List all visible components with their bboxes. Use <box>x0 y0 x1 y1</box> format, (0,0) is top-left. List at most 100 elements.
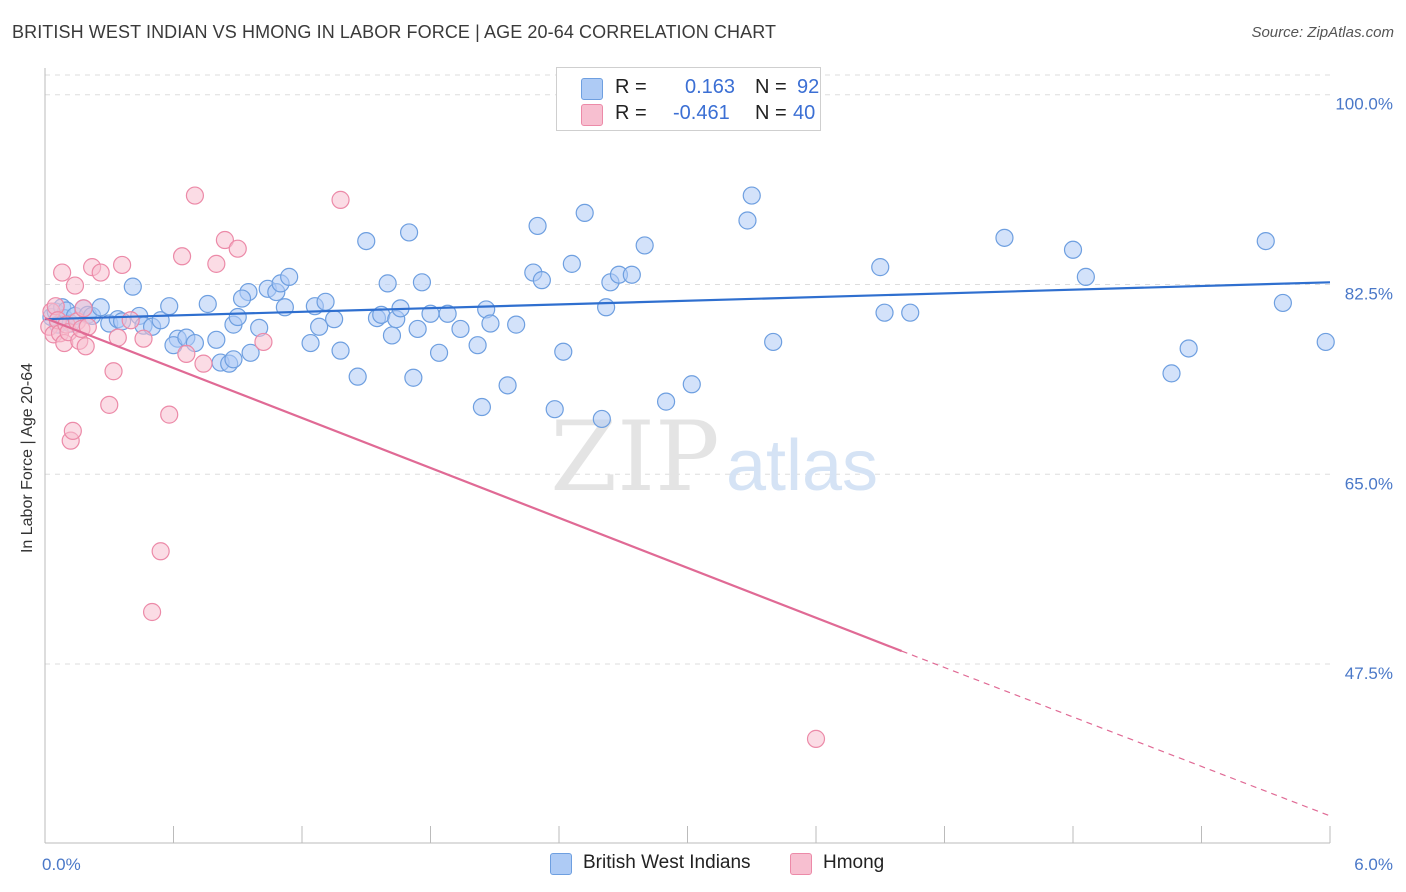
data-point <box>622 265 641 284</box>
data-point <box>901 303 920 322</box>
data-point <box>112 255 132 275</box>
data-point <box>301 333 320 353</box>
data-point <box>1256 231 1275 251</box>
data-point <box>228 239 247 258</box>
legend-swatch-pink <box>790 853 812 875</box>
stats-legend: R = 0.163 N = 92 R = -0.461 N = 40 <box>556 67 821 131</box>
tick-labels: 100.0% 82.5% 65.0% 47.5% 0.0% 6.0% <box>42 95 1393 874</box>
data-point <box>528 216 547 236</box>
r-label: R = <box>615 102 647 124</box>
r-value: 0.163 <box>685 76 736 98</box>
data-point <box>172 247 192 266</box>
data-point <box>472 397 491 417</box>
y-tick-label: 82.5% <box>1345 284 1393 303</box>
data-point <box>232 289 252 308</box>
y-tick-label: 65.0% <box>1345 474 1393 493</box>
r-label: R = <box>615 76 647 98</box>
data-point <box>357 231 376 251</box>
data-point <box>207 254 226 273</box>
watermark-zip: ZIP <box>550 401 719 513</box>
data-point <box>382 326 402 345</box>
data-point <box>404 368 423 387</box>
data-point <box>764 332 783 352</box>
data-point <box>280 267 299 286</box>
data-point <box>656 392 676 411</box>
data-point <box>100 395 119 414</box>
data-point <box>1316 332 1335 352</box>
data-point <box>545 400 564 419</box>
series-hmong <box>40 186 826 748</box>
legend-swatch-pink <box>581 104 603 126</box>
data-point <box>224 350 243 369</box>
data-point <box>995 228 1014 247</box>
watermark: ZIP atlas <box>550 401 878 513</box>
data-point <box>871 258 890 277</box>
legend-swatch-blue <box>581 78 603 100</box>
data-point <box>160 405 179 424</box>
data-point <box>194 354 213 373</box>
axes <box>44 68 1331 844</box>
data-point <box>742 186 761 205</box>
data-point <box>74 299 93 318</box>
data-point <box>254 332 273 352</box>
data-point <box>1076 267 1095 286</box>
n-label: N = <box>755 76 787 98</box>
data-point <box>532 271 551 290</box>
source-credit: Source: ZipAtlas.com <box>1251 24 1394 41</box>
data-point <box>91 298 110 317</box>
chart-title: BRITISH WEST INDIAN VS HMONG IN LABOR FO… <box>12 22 777 42</box>
data-point <box>399 223 419 242</box>
trend-line <box>44 317 903 653</box>
gridlines <box>45 74 1330 665</box>
data-point <box>481 314 500 333</box>
data-point <box>185 186 205 205</box>
data-point <box>412 273 432 292</box>
data-point <box>228 307 247 327</box>
data-point <box>806 729 826 748</box>
data-point <box>63 421 82 440</box>
r-value: -0.461 <box>673 102 730 124</box>
data-point <box>429 343 449 362</box>
data-point <box>160 297 179 316</box>
data-point <box>1063 240 1083 259</box>
data-point <box>76 337 95 356</box>
data-point <box>198 294 217 314</box>
y-tick-label: 47.5% <box>1345 664 1393 683</box>
watermark-atlas: atlas <box>726 426 878 506</box>
n-value: 40 <box>793 102 816 124</box>
data-point <box>134 329 153 348</box>
data-point <box>215 230 234 250</box>
data-point <box>1179 339 1198 358</box>
n-value: 92 <box>797 76 820 98</box>
data-point <box>597 298 616 317</box>
y-tick-label: 100.0% <box>1335 95 1393 114</box>
data-point <box>1273 293 1292 313</box>
data-point <box>104 362 123 381</box>
legend-swatch-blue <box>550 853 572 875</box>
data-point <box>438 304 457 323</box>
data-point <box>316 292 335 311</box>
data-point <box>310 317 329 336</box>
data-point <box>682 375 701 394</box>
data-point <box>331 341 350 360</box>
data-point <box>575 203 594 223</box>
data-point <box>738 211 757 230</box>
data-point <box>53 263 72 282</box>
data-point <box>65 276 85 295</box>
data-point <box>91 263 110 282</box>
trend-lines <box>44 281 1331 817</box>
data-point <box>207 330 226 349</box>
data-point <box>592 409 611 429</box>
data-point <box>151 542 170 561</box>
data-point <box>468 336 487 355</box>
data-point <box>241 343 260 362</box>
data-point <box>325 310 344 329</box>
data-point <box>121 311 140 330</box>
data-point <box>507 315 526 334</box>
data-point <box>1162 364 1181 383</box>
x-tick-label: 0.0% <box>42 855 81 874</box>
data-point <box>177 344 196 363</box>
x-tick-label: 6.0% <box>1354 855 1393 874</box>
legend-label: British West Indians <box>583 852 751 873</box>
